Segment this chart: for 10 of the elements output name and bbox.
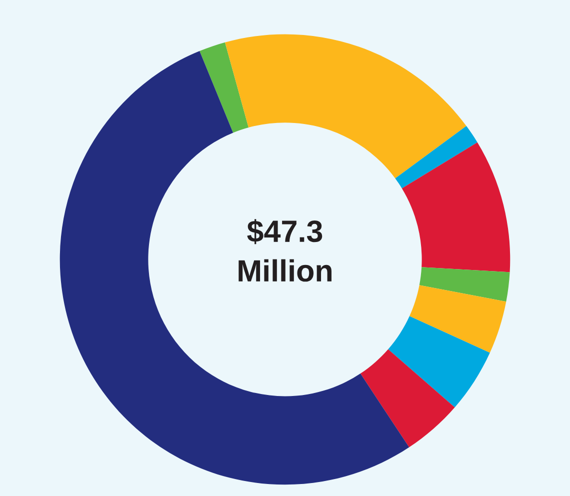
text: $47.3 Million — [238, 219, 332, 282]
donut-slice — [200, 42, 249, 133]
donut-slice — [402, 142, 510, 272]
donut-slice — [409, 285, 506, 353]
donut-slice — [360, 349, 455, 448]
donut-slice — [395, 126, 478, 188]
donut-slice — [224, 34, 466, 178]
donut-slice — [388, 316, 490, 408]
donut-slice — [60, 51, 410, 485]
donut-slice — [419, 267, 510, 302]
